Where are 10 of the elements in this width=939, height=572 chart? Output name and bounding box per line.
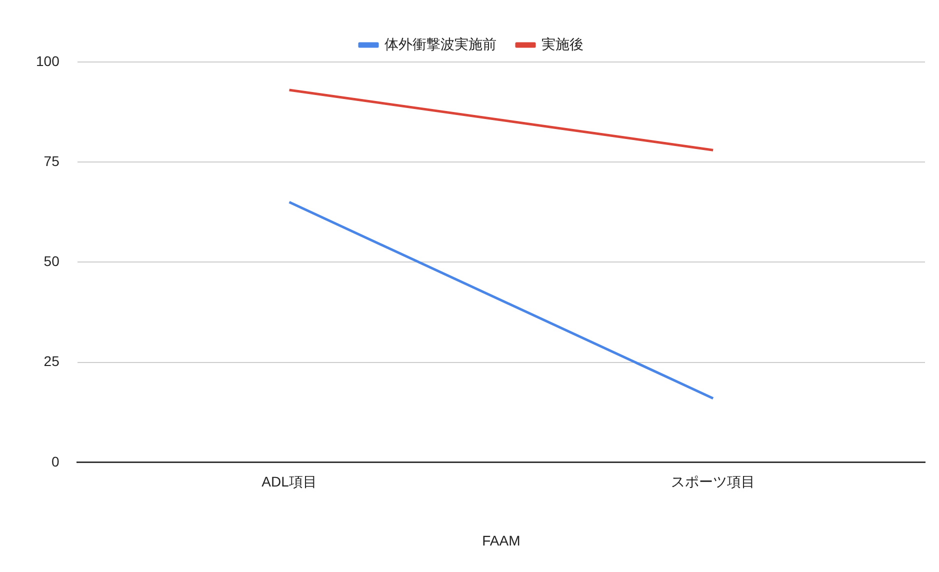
y-tick-label: 50	[44, 253, 60, 270]
x-axis-title: FAAM	[482, 532, 520, 548]
x-tick-label: スポーツ項目	[671, 474, 756, 490]
y-tick-label: 25	[44, 353, 60, 370]
y-tick-label: 0	[52, 453, 60, 470]
x-tick-label: ADL項目	[262, 474, 317, 490]
y-tick-label: 75	[44, 152, 60, 169]
y-tick-label: 100	[36, 52, 60, 69]
legend-label: 体外衝撃波実施前	[384, 36, 496, 52]
legend-label: 実施後	[542, 36, 584, 52]
